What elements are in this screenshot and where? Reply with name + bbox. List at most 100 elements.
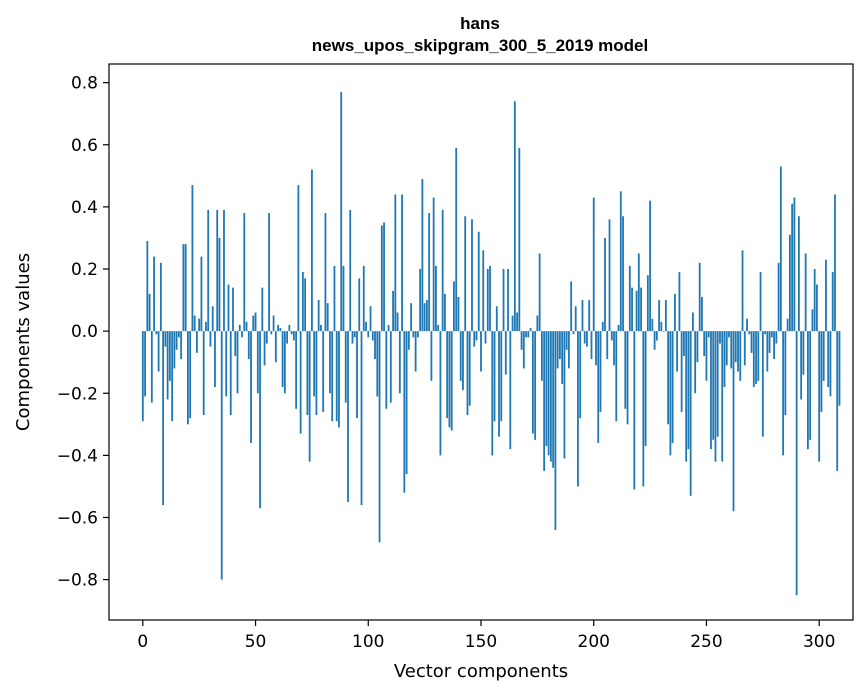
bar: [146, 241, 149, 332]
bar: [570, 281, 573, 332]
bar: [209, 331, 212, 347]
bar: [272, 315, 275, 332]
bar: [405, 331, 408, 475]
bar: [788, 234, 791, 332]
bar: [459, 331, 462, 381]
bar: [471, 219, 473, 332]
bar: [743, 331, 746, 366]
bar: [509, 331, 512, 450]
bar: [761, 331, 764, 437]
bar: [746, 318, 748, 332]
bar: [604, 237, 606, 332]
bar: [540, 331, 543, 381]
bar: [340, 91, 343, 332]
bar: [187, 331, 189, 425]
bar: [220, 331, 223, 580]
y-tick-label: −0.6: [57, 508, 98, 528]
bar: [694, 331, 697, 394]
bar: [601, 321, 604, 332]
bar: [238, 324, 241, 332]
bar: [615, 331, 618, 422]
bar: [689, 331, 692, 496]
bar: [559, 331, 561, 360]
bar: [261, 287, 264, 332]
bar: [802, 331, 805, 375]
bar: [504, 331, 507, 375]
bar: [644, 331, 647, 447]
bar: [770, 331, 773, 338]
bar: [563, 331, 566, 459]
bar: [491, 331, 494, 456]
y-tick-label: 0.4: [71, 198, 98, 218]
bar: [673, 293, 676, 332]
bar: [245, 321, 248, 332]
bar: [315, 331, 318, 415]
bar: [211, 306, 214, 332]
bar: [777, 262, 780, 332]
x-axis-label: Vector components: [394, 661, 568, 682]
x-tick-label: 250: [690, 632, 722, 652]
bar: [795, 331, 798, 596]
bar: [396, 312, 399, 332]
bar: [342, 265, 345, 332]
bar: [241, 331, 243, 338]
bar: [493, 331, 496, 422]
bar: [522, 331, 525, 369]
bar: [265, 331, 268, 344]
bar: [617, 324, 620, 332]
bar: [254, 312, 257, 332]
bar: [223, 209, 225, 332]
bar: [466, 331, 469, 415]
bar: [401, 194, 403, 332]
bar: [141, 331, 144, 422]
bar: [349, 209, 352, 332]
bar: [572, 331, 575, 335]
bar: [297, 185, 300, 332]
bar: [437, 324, 440, 332]
bar: [554, 331, 557, 530]
bar: [545, 331, 548, 447]
bar: [171, 331, 174, 422]
bar: [358, 278, 361, 332]
bar: [759, 272, 762, 332]
bar: [590, 331, 593, 360]
bar: [606, 331, 609, 360]
bar: [552, 331, 555, 468]
bar: [635, 290, 638, 332]
bar: [734, 331, 737, 363]
bar: [385, 331, 388, 409]
bar: [834, 194, 836, 332]
bar: [495, 306, 498, 332]
bar: [367, 331, 370, 338]
bar: [716, 331, 719, 437]
bar: [189, 331, 192, 419]
bar: [498, 331, 500, 437]
bar: [782, 331, 785, 456]
bar: [511, 315, 514, 332]
bar: [818, 331, 821, 462]
bar: [299, 331, 302, 434]
bar: [259, 331, 261, 509]
bar: [205, 321, 207, 332]
bar: [380, 225, 383, 332]
bar: [556, 331, 559, 369]
bar: [838, 331, 841, 406]
bar: [748, 331, 751, 335]
y-tick-label: 0.0: [71, 322, 98, 342]
bar: [728, 331, 730, 338]
bar: [177, 331, 180, 338]
y-tick-label: −0.4: [57, 446, 98, 466]
bar: [610, 331, 613, 341]
bar: [324, 213, 327, 332]
bar: [200, 256, 203, 332]
bar: [599, 331, 602, 412]
bar: [667, 331, 670, 425]
bar: [313, 331, 316, 397]
x-tick-label: 300: [803, 632, 835, 652]
bar: [202, 331, 205, 415]
bar: [414, 331, 417, 372]
bar: [705, 331, 708, 381]
bar: [416, 331, 419, 338]
bar: [784, 331, 787, 415]
bar: [218, 237, 221, 332]
